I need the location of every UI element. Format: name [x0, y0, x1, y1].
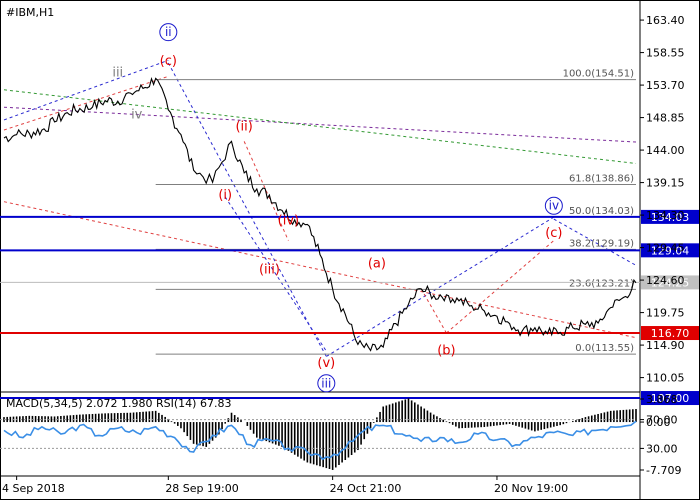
- trendline-green: [3, 89, 637, 164]
- level-tag-label-3: 116.70: [651, 327, 690, 340]
- wave-label-7: (iii): [259, 262, 280, 277]
- subwave-line-1: [243, 141, 289, 241]
- wave-v-projection: [553, 218, 637, 266]
- level-tag-2: [641, 275, 699, 290]
- y-tick-label-0: 163.40: [646, 14, 685, 27]
- macd-tick-label-2: 0.00: [646, 416, 671, 429]
- y-tick-label-2: 153.70: [646, 79, 685, 92]
- fib-label-1: 61.8(138.86): [569, 174, 634, 185]
- y-tick-label-11: 110.05: [646, 372, 685, 385]
- trendlines: [3, 59, 637, 357]
- subwave-line-2: [224, 196, 327, 352]
- macd-tick-label-1: 70.00: [646, 414, 678, 427]
- wave-label-2: iii: [112, 65, 123, 80]
- wave-label-5: (i): [218, 188, 232, 203]
- trendline-blue-upper: [3, 59, 169, 121]
- y-tick-label-7: 129.45: [646, 242, 685, 255]
- level-tag-4: [641, 391, 699, 406]
- wave-label-6: (iv): [278, 213, 299, 228]
- macd-tick-label-0: 3.868: [646, 393, 678, 406]
- level-tag-3: [641, 326, 699, 341]
- symbol-label: #IBM,H1: [6, 6, 54, 19]
- macd-tick-label-4: -7.709: [646, 464, 681, 477]
- y-tick-label-8: 124.60: [646, 274, 685, 287]
- level-tag-1: [641, 243, 699, 258]
- trendline-red-lower: [3, 201, 637, 339]
- time-axis: 4 Sep 2018 28 Sep 19:00 24 Oct 21:00 20 Nov…: [2, 476, 568, 495]
- wave-label-0: ii: [165, 25, 172, 39]
- subwave-line-4: [446, 240, 555, 334]
- wave-label-10: (v): [317, 356, 335, 371]
- price-series: [3, 76, 637, 352]
- fib-label-4: 23.6(123.21): [569, 278, 634, 289]
- price-axis: 163.40 158.55 153.70 148.85 144.00 139.15 134.…: [640, 14, 685, 385]
- wave-circle-11: [317, 374, 336, 393]
- subwave-line-3: [420, 288, 447, 334]
- macd-tick-label-3: 30.00: [646, 442, 678, 455]
- wave-circle-12: [544, 196, 563, 215]
- wave-label-4: (ii): [235, 120, 252, 135]
- y-tick-label-6: 134.30: [646, 209, 685, 222]
- x-tick-label-0: 4 Sep 2018: [2, 482, 65, 495]
- fib-label-0: 100.0(154.51): [563, 69, 635, 80]
- indicator-label: MACD(5,34,5) 2.072 1.980 RSI(14) 67.83: [6, 397, 231, 410]
- level-tag-label-2: 124.25: [651, 276, 690, 289]
- x-tick-label-3: 20 Nov 19:00: [494, 482, 568, 495]
- wave-iii-line: [167, 62, 327, 357]
- y-tick-label-3: 148.85: [646, 112, 685, 125]
- wave-circle-0: [159, 23, 178, 42]
- level-tag-label-0: 134.03: [651, 211, 690, 224]
- wave-label-1: (c): [160, 54, 177, 69]
- wave-label-12: iv: [549, 199, 559, 213]
- wave-labels: ii (c) iii iv (ii) (i) (iv) (iii) (a) (b) (v) iii iv…: [112, 23, 563, 393]
- fib-label-2: 50.0(134.03): [569, 206, 634, 217]
- wave-label-13: (c): [545, 226, 562, 241]
- price-line: [3, 76, 637, 352]
- level-tag-label-1: 129.04: [651, 244, 690, 257]
- y-tick-label-1: 158.55: [646, 47, 685, 60]
- horizontal-levels: 134.03 129.04 124.25 116.70 107.00: [0, 209, 699, 406]
- x-tick-label-1: 28 Sep 19:00: [165, 482, 238, 495]
- trendline-purple: [3, 106, 637, 143]
- wave-label-9: (b): [437, 343, 455, 358]
- indicator-panel: 3.868 70.000.00 30.00 -7.709: [0, 393, 681, 477]
- y-tick-label-9: 119.75: [646, 307, 685, 320]
- x-tick-label-2: 24 Oct 21:00: [330, 482, 402, 495]
- level-tag-0: [641, 209, 699, 224]
- rsi-line: [3, 420, 637, 461]
- fib-label-3: 38.2(129.19): [569, 238, 634, 249]
- fibonacci-levels: 100.0(154.51) 61.8(138.86) 50.0(134.03) 38.…: [155, 69, 636, 355]
- y-tick-label-10: 114.90: [646, 339, 685, 352]
- y-tick-label-5: 139.15: [646, 177, 685, 190]
- level-tag-label-4: 107.00: [651, 392, 690, 405]
- y-tick-label-4: 144.00: [646, 144, 685, 157]
- wave-label-8: (a): [368, 256, 386, 271]
- wave-label-11: iii: [321, 376, 331, 390]
- wave-label-3: iv: [131, 108, 143, 123]
- fib-label-5: 0.0(113.55): [575, 343, 634, 354]
